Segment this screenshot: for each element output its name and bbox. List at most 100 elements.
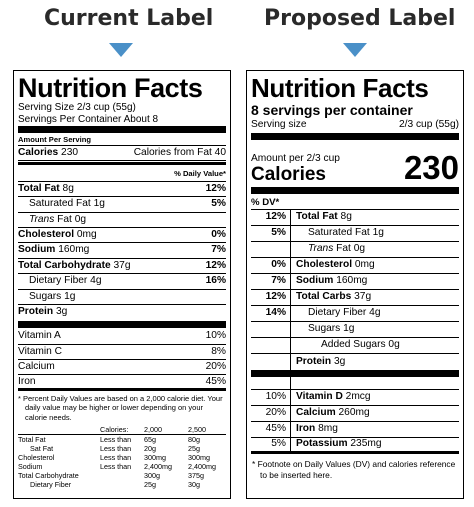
calories-value: 230 <box>403 149 459 186</box>
table-row: Cholesterol Less than 300mg 300mg <box>18 453 226 462</box>
vitamin-row: 5% Potassium 235mg <box>251 438 459 454</box>
nutrient-row: Dietary Fiber 4g 16% <box>18 274 226 290</box>
nutrient-name: Total Carbohydrate 37g <box>18 260 131 272</box>
nutrient-label-suffix: Fat <box>57 213 72 225</box>
nutrient-label: Added Sugars <box>321 339 386 351</box>
nutrient-name: Sodium 160mg <box>291 275 367 287</box>
vitamin-label: Vitamin C <box>18 345 62 357</box>
table-cell: Calories: <box>100 425 129 435</box>
vitamin-amount: 235mg <box>350 438 382 450</box>
vitamin-percent: 10% <box>251 390 291 405</box>
table-cell: 2,400mg <box>188 462 216 472</box>
nutrient-percent: 14% <box>251 306 291 321</box>
table-cell: Less than <box>100 435 132 445</box>
nutrient-label: Trans <box>308 243 334 255</box>
amount-per-serving: Amount Per Serving <box>18 134 226 146</box>
nutrient-label: Total Carbs <box>296 291 352 303</box>
vitamin-row: Vitamin C 8% <box>18 345 226 361</box>
nutrient-label: Sodium <box>18 244 56 256</box>
nutrient-label: Dietary Fiber <box>29 275 88 287</box>
vitamin-name: Potassium 235mg <box>291 438 382 450</box>
nutrient-row: Protein 3g <box>251 354 459 370</box>
vitamin-label: Calcium <box>296 407 336 419</box>
vitamin-row: 20% Calcium 260mg <box>251 406 459 422</box>
nutrient-label: Cholesterol <box>18 229 75 241</box>
table-header-row: Calories: 2,000 2,500 <box>18 425 226 435</box>
nutrient-percent: 12% <box>251 290 291 305</box>
nutrient-name: Total Fat 8g <box>18 183 74 195</box>
table-cell: 300mg <box>188 453 210 463</box>
nutrient-name: Total Fat 8g <box>291 211 352 223</box>
calories-label: Calories <box>251 164 326 185</box>
table-cell <box>100 480 144 489</box>
nutrient-name: Saturated Fat 1g <box>29 198 105 210</box>
vitamin-name: Calcium 260mg <box>291 407 370 419</box>
nutrient-name: Added Sugars 0g <box>291 339 400 351</box>
nutrient-amount: 0mg <box>76 229 97 241</box>
nutrient-row: 0% Cholesterol 0mg <box>251 258 459 274</box>
nutrient-name: Saturated Fat 1g <box>291 227 384 239</box>
serving-size-label: Serving size <box>251 119 307 130</box>
down-arrow-icon <box>343 43 367 57</box>
vitamin-name: Vitamin D 2mcg <box>291 391 371 403</box>
table-cell <box>18 425 100 435</box>
divider-thick <box>18 126 226 133</box>
nutrient-percent <box>251 322 291 337</box>
calories-left: Calories 230 <box>18 147 78 159</box>
nutrient-percent: 7% <box>251 274 291 289</box>
nutrient-label: Saturated Fat <box>308 227 370 239</box>
nutrient-label-suffix: Fat <box>336 243 351 255</box>
proposed-label-heading: Proposed Label <box>264 6 456 31</box>
table-cell: 2,000 <box>144 425 162 435</box>
calories-value: 230 <box>61 147 79 159</box>
current-label-heading: Current Label <box>44 6 214 31</box>
servings-per-container: 8 servings per container <box>251 102 413 118</box>
table-cell: 20g <box>144 444 156 454</box>
table-cell: 80g <box>188 435 200 445</box>
nutrient-amount: 160mg <box>58 244 90 256</box>
nutrient-name: Sugars 1g <box>29 291 75 303</box>
serving-size-row: Serving size 2/3 cup (55g) <box>251 118 459 131</box>
nutrient-amount: 0g <box>74 213 87 225</box>
nutrient-name: Trans Fat 0g <box>291 243 365 255</box>
spacer <box>251 377 459 390</box>
nutrient-label: Protein <box>296 355 332 367</box>
nutrient-percent: 12% <box>205 259 226 271</box>
nutrient-name: Protein 3g <box>18 306 67 318</box>
table-cell: Total Carbohydrate <box>18 471 79 481</box>
nutrient-row: Saturated Fat 1g 5% <box>18 197 226 213</box>
table-cell <box>100 471 144 480</box>
nutrient-row: Sugars 1g <box>18 290 226 305</box>
nutrient-amount: 3g <box>333 355 346 367</box>
table-cell: 65g <box>144 435 156 445</box>
calories-left: Amount per 2/3 cup Calories <box>251 153 340 185</box>
table-row: Sodium Less than 2,400mg 2,400mg <box>18 462 226 471</box>
label-title: Nutrition Facts <box>18 73 203 103</box>
calories-from-fat: Calories from Fat 40 <box>133 147 226 159</box>
nutrient-amount: 0g <box>353 243 366 255</box>
nutrient-percent: 12% <box>205 182 226 194</box>
dv-head: % DV* <box>251 195 459 210</box>
table-cell: Less than <box>100 453 132 463</box>
nutrient-percent <box>251 242 291 257</box>
nutrient-label: Sugars <box>308 323 341 335</box>
vitamin-label: Iron <box>296 423 316 435</box>
divider-thick <box>18 321 226 329</box>
vitamin-row: Vitamin A 10% <box>18 329 226 345</box>
nutrient-label: Saturated Fat <box>29 198 91 210</box>
nutrient-percent: 0% <box>251 258 291 273</box>
vitamin-percent: 20% <box>251 406 291 421</box>
nutrient-row: Sugars 1g <box>251 322 459 338</box>
nutrient-label: Cholesterol <box>296 259 353 271</box>
vitamin-amount: 2mcg <box>345 391 371 403</box>
nutrient-name: Sodium 160mg <box>18 244 89 256</box>
nutrient-amount: 4g <box>90 275 102 287</box>
nutrient-percent: 16% <box>205 275 226 287</box>
table-cell: 300g <box>144 471 160 481</box>
nutrient-amount: 0mg <box>354 259 375 271</box>
vitamin-percent: 10% <box>205 330 226 342</box>
nutrient-label: Protein <box>18 306 54 318</box>
nutrient-row: Total Carbohydrate 37g 12% <box>18 259 226 275</box>
nutrient-label: Total Carbohydrate <box>18 259 111 271</box>
vitamin-percent: 8% <box>211 345 226 357</box>
